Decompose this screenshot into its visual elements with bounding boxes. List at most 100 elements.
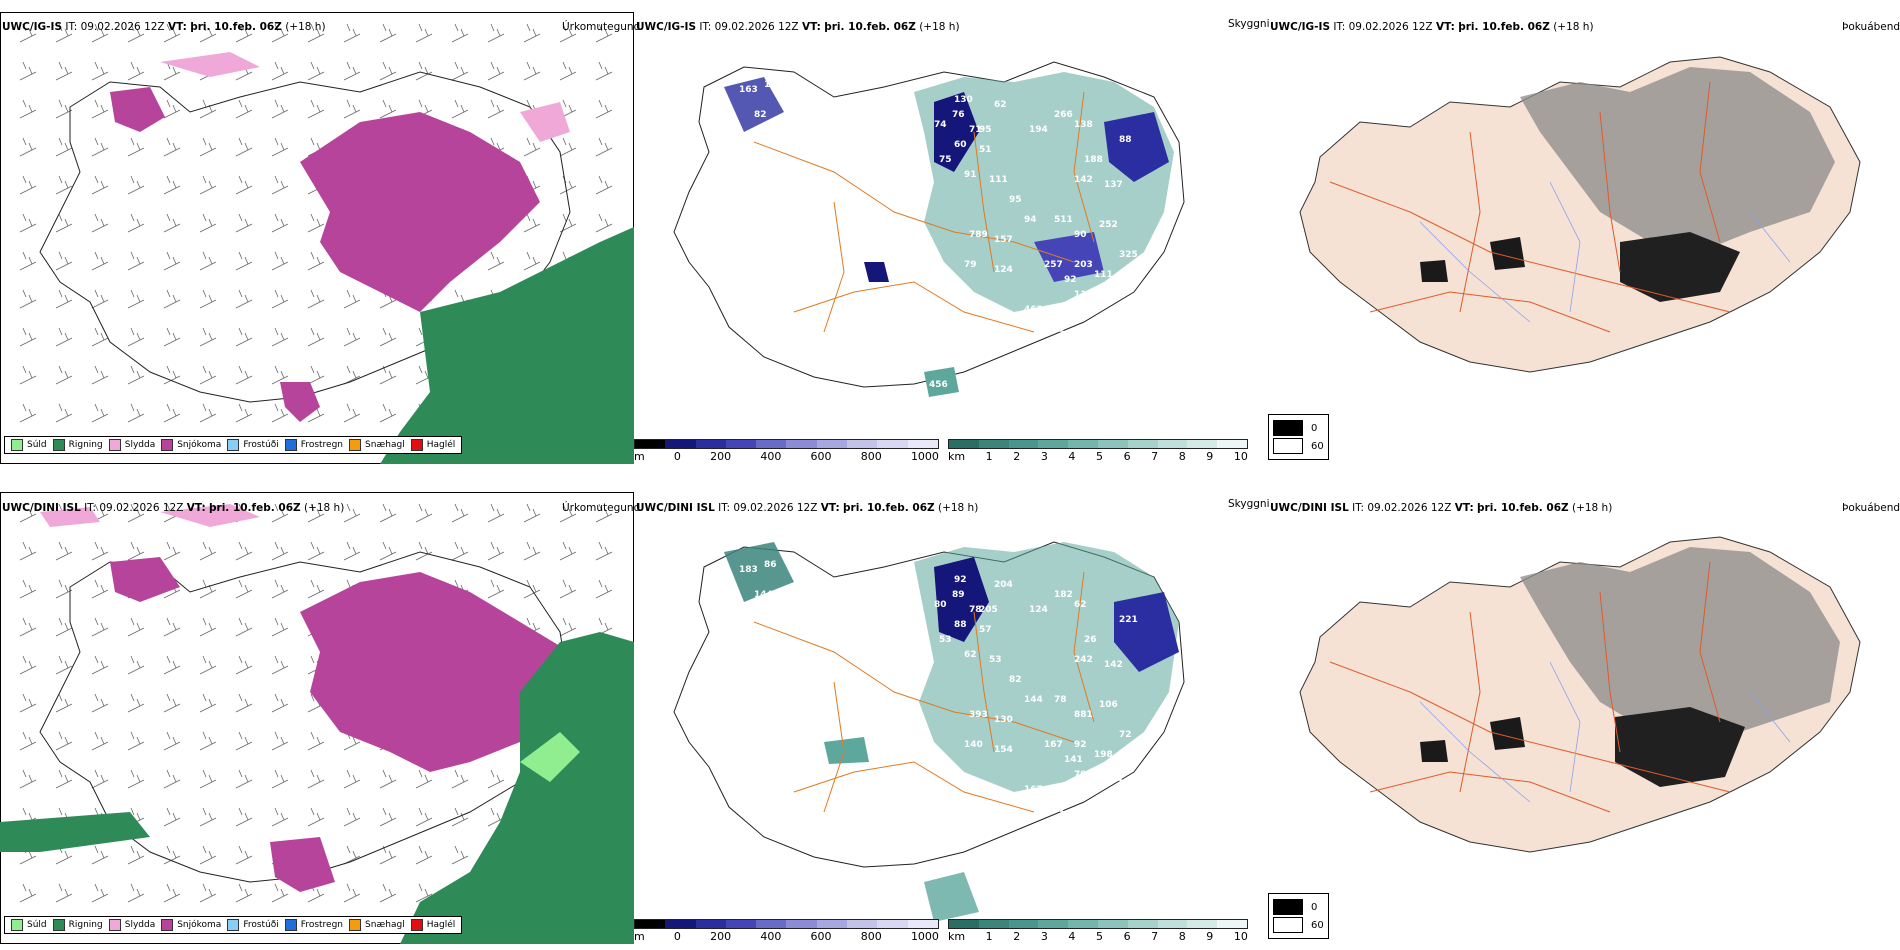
wind-barb-icon	[19, 99, 37, 119]
wind-barb-icon	[343, 327, 361, 347]
colorbar-segment	[978, 440, 1009, 448]
wind-barb-icon	[523, 579, 541, 599]
cloudbase-height-label: 88	[1119, 135, 1132, 145]
colorbar-tick: 7	[1151, 450, 1159, 463]
colorbar-tick: 5	[1095, 450, 1103, 463]
wind-barb-icon	[235, 655, 253, 675]
wind-barb-icon	[307, 365, 325, 385]
wind-barb-icon	[55, 541, 73, 561]
wind-barb-icon	[271, 175, 289, 195]
visibility-colorbar-labels: km 1 2 3 4 5 6 7 8 9 10	[948, 930, 1248, 943]
wind-barb-icon	[415, 807, 433, 827]
wind-barb-icon	[127, 251, 145, 271]
wind-barb-icon	[523, 137, 541, 157]
wind-barb-icon	[271, 731, 289, 751]
colorbar-tick: 2	[1013, 930, 1021, 943]
wind-barb-icon	[343, 807, 361, 827]
fog-panel-row2	[1270, 492, 1900, 944]
wind-barb-icon	[307, 807, 325, 827]
wind-barb-icon	[271, 579, 289, 599]
wind-barb-icon	[271, 365, 289, 385]
wind-barb-icon	[307, 213, 325, 233]
colorbar-segment	[1157, 920, 1188, 928]
colorbar-segment	[725, 440, 757, 448]
legend-swatch	[349, 919, 362, 931]
wind-barb-icon	[559, 503, 577, 523]
wind-barb-icon	[55, 693, 73, 713]
wind-barb-icon	[235, 883, 253, 903]
wind-barb-icon	[163, 365, 181, 385]
cloudbase-height-label: 144	[1024, 695, 1043, 705]
colorbar-tick: 0	[673, 450, 681, 463]
wind-barb-icon	[199, 327, 217, 347]
wind-barb-icon	[523, 61, 541, 81]
wind-barb-icon	[595, 503, 613, 523]
colorbar-segment	[1038, 440, 1069, 448]
cloudbase-height-label: 79	[964, 260, 977, 270]
wind-barb-icon	[127, 883, 145, 903]
wind-barb-icon	[595, 137, 613, 157]
panel-title: Skyggni	[1228, 498, 1270, 510]
wind-barb-icon	[163, 769, 181, 789]
cloudbase-height-label: 86	[764, 560, 777, 570]
panel-title: Úrkomutegund	[562, 502, 641, 514]
wind-barb-icon	[19, 251, 37, 271]
wind-barb-icon	[199, 251, 217, 271]
wind-barb-icon	[307, 541, 325, 561]
wind-barb-icon	[271, 655, 289, 675]
wind-barb-icon	[127, 617, 145, 637]
wind-barb-icon	[199, 99, 217, 119]
cloudbase-height-label: 154	[994, 745, 1013, 755]
cloudbase-height-label: 188	[1084, 155, 1103, 165]
wind-barb-icon	[379, 99, 397, 119]
wind-barb-icon	[595, 213, 613, 233]
cloudbase-height-label: 110	[1074, 290, 1093, 300]
wind-barb-icon	[91, 137, 109, 157]
cloudbase-height-label: 71	[969, 125, 982, 135]
wind-barb-icon	[19, 213, 37, 233]
wind-barb-icon	[235, 327, 253, 347]
cloudbase-height-label: 881	[1074, 710, 1093, 720]
colorbar-segment	[786, 440, 817, 448]
wind-barb-icon	[487, 61, 505, 81]
wind-barb-icon	[199, 883, 217, 903]
wind-barb-icon	[487, 251, 505, 271]
colorbar-unit: m	[634, 450, 645, 463]
colorbar-segment	[877, 440, 908, 448]
colorbar-segment	[665, 440, 696, 448]
panel-title: Þokuábendi	[1842, 21, 1900, 33]
colorbar-segment	[695, 920, 726, 928]
wind-barb-icon	[271, 541, 289, 561]
wind-barb-icon	[307, 731, 325, 751]
wind-barb-icon	[91, 251, 109, 271]
colorbar-segment	[1097, 440, 1128, 448]
fog-legend-row: 60	[1273, 916, 1324, 934]
wind-barb-icon	[235, 579, 253, 599]
colorbar-segment	[816, 920, 848, 928]
wind-barb-icon	[451, 807, 469, 827]
cloudbase-height-label: 60	[954, 140, 967, 150]
wind-barb-icon	[19, 61, 37, 81]
colorbar-tick: 1000	[910, 930, 939, 943]
fog-map	[1299, 536, 1861, 853]
wind-barb-icon	[199, 137, 217, 157]
wind-barb-icon	[55, 327, 73, 347]
cloudbase-height-label: 76	[952, 110, 965, 120]
wind-barb-icon	[127, 731, 145, 751]
colorbar-segment	[1008, 920, 1039, 928]
colorbar-tick: 5	[1095, 930, 1103, 943]
cloudbase-height-label: 140	[964, 740, 983, 750]
wind-barb-icon	[19, 503, 37, 523]
fog-panel-row1	[1270, 12, 1900, 464]
legend-swatch	[11, 439, 23, 451]
wind-barb-icon	[379, 807, 397, 827]
legend-item: Frostúði	[227, 919, 279, 931]
wind-barb-icon	[163, 845, 181, 865]
cloudbase-height-label: 198	[1094, 750, 1113, 760]
colorbar-tick: 3	[1040, 930, 1048, 943]
wind-barb-icon	[415, 883, 433, 903]
wind-barb-icon	[55, 883, 73, 903]
wind-barb-icon	[235, 365, 253, 385]
colorbar-segment	[665, 920, 696, 928]
